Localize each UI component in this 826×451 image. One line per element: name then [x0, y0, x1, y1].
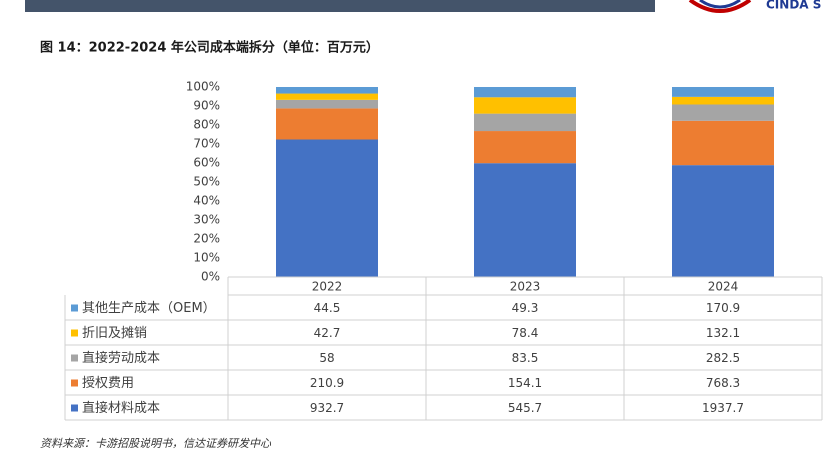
y-tick-label: 30% — [193, 213, 220, 227]
legend-swatch — [71, 329, 78, 337]
table-value: 282.5 — [706, 351, 740, 365]
bar-segment — [672, 96, 774, 105]
bar-segment — [672, 165, 774, 277]
x-tick-label: 2024 — [708, 280, 739, 294]
bar-segment — [276, 87, 378, 94]
y-tick-label: 40% — [193, 194, 220, 208]
logo-text: CINDA S — [766, 0, 821, 12]
bar-segment — [672, 87, 774, 97]
table-value: 545.7 — [508, 401, 542, 415]
table-value: 210.9 — [310, 376, 344, 390]
chart-title: 图 14：2022-2024 年公司成本端拆分（单位：百万元） — [40, 40, 379, 56]
table-value: 49.3 — [512, 301, 539, 315]
table-value: 78.4 — [512, 326, 539, 340]
logo-mark — [699, 0, 741, 9]
table-value: 83.5 — [512, 351, 539, 365]
bar-segment — [276, 139, 378, 277]
legend-swatch — [71, 379, 78, 387]
y-tick-label: 70% — [193, 137, 220, 151]
y-tick-label: 60% — [193, 156, 220, 170]
bar-segment — [672, 104, 774, 121]
table-value: 170.9 — [706, 301, 740, 315]
bar-segment — [474, 113, 576, 132]
x-tick-label: 2023 — [510, 280, 541, 294]
table-value: 44.5 — [314, 301, 341, 315]
table-value: 58 — [319, 351, 334, 365]
legend-label: 其他生产成本（OEM） — [82, 301, 216, 316]
bar-segment — [672, 120, 774, 166]
legend-label: 直接材料成本 — [82, 400, 160, 416]
bar-segment — [474, 131, 576, 164]
top-banner — [25, 0, 655, 12]
y-tick-label: 20% — [193, 232, 220, 246]
y-tick-label: 80% — [193, 118, 220, 132]
y-tick-label: 50% — [193, 175, 220, 189]
legend-swatch — [71, 304, 78, 312]
table-value: 42.7 — [314, 326, 341, 340]
y-tick-label: 100% — [186, 80, 220, 94]
table-value: 1937.7 — [702, 401, 744, 415]
table-value: 132.1 — [706, 326, 740, 340]
legend-label: 折旧及摊销 — [82, 326, 147, 341]
x-tick-label: 2022 — [312, 280, 343, 294]
source-note: 资料来源：卡游招股说明书，信达证券研发中心 — [40, 437, 272, 450]
legend-swatch — [71, 354, 78, 362]
legend-swatch — [71, 404, 78, 412]
y-tick-label: 10% — [193, 251, 220, 265]
table-value: 932.7 — [310, 401, 344, 415]
logo-mark — [688, 0, 752, 13]
y-tick-label: 0% — [201, 270, 220, 284]
bar-segment — [474, 163, 576, 277]
table-value: 768.3 — [706, 376, 740, 390]
bar-segment — [276, 108, 378, 140]
table-value: 154.1 — [508, 376, 542, 390]
legend-label: 授权费用 — [82, 375, 134, 391]
bar-segment — [276, 93, 378, 100]
y-tick-label: 90% — [193, 99, 220, 113]
bar-segment — [474, 87, 576, 98]
legend-label: 直接劳动成本 — [82, 350, 160, 366]
bar-segment — [474, 97, 576, 114]
bar-segment — [276, 99, 378, 109]
